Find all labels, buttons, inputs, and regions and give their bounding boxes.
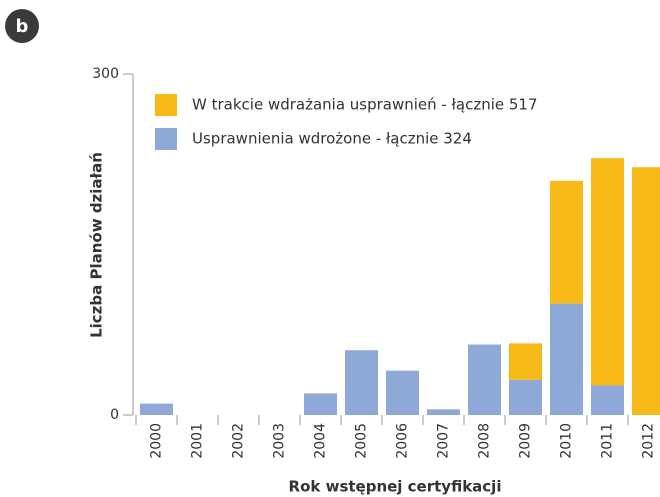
- x-axis-label: Rok wstępnej certyfikacji: [289, 478, 502, 496]
- x-tick-label: 2005: [354, 423, 370, 459]
- bar: [468, 344, 501, 415]
- legend-swatch: [155, 94, 177, 116]
- y-axis-label: Liczba Planów działań: [88, 152, 106, 338]
- bar: [509, 343, 542, 380]
- bar: [140, 403, 173, 415]
- x-tick-label: 2007: [436, 423, 452, 459]
- x-tick-label: 2004: [313, 423, 329, 459]
- badge-circle: [5, 9, 39, 43]
- bar: [550, 180, 583, 304]
- x-tick-label: 2009: [518, 423, 534, 459]
- x-tick-label: 2003: [272, 423, 288, 459]
- x-tick-label: 2006: [395, 423, 411, 459]
- y-tick-label: 300: [92, 66, 119, 82]
- bar: [509, 379, 542, 415]
- x-tick-label: 2002: [231, 423, 247, 459]
- bar: [591, 385, 624, 415]
- bar: [632, 167, 660, 415]
- badge: b: [16, 16, 29, 37]
- y-tick-label: 0: [110, 407, 119, 423]
- x-tick-label: 2011: [600, 423, 616, 459]
- x-tick-label: 2012: [641, 423, 657, 459]
- bar: [427, 409, 460, 415]
- x-tick-label: 2010: [559, 423, 575, 459]
- bar: [386, 370, 419, 415]
- bar: [304, 393, 337, 415]
- bar: [591, 158, 624, 386]
- x-tick-label: 2000: [149, 423, 165, 459]
- legend-label: Usprawnienia wdrożone - łącznie 324: [192, 130, 472, 148]
- legend-label: W trakcie wdrażania usprawnień - łącznie…: [192, 96, 538, 114]
- bar: [345, 350, 378, 415]
- legend-swatch: [155, 128, 177, 150]
- x-tick-label: 2001: [190, 423, 206, 459]
- x-tick-label: 2008: [477, 423, 493, 459]
- bar: [550, 303, 583, 415]
